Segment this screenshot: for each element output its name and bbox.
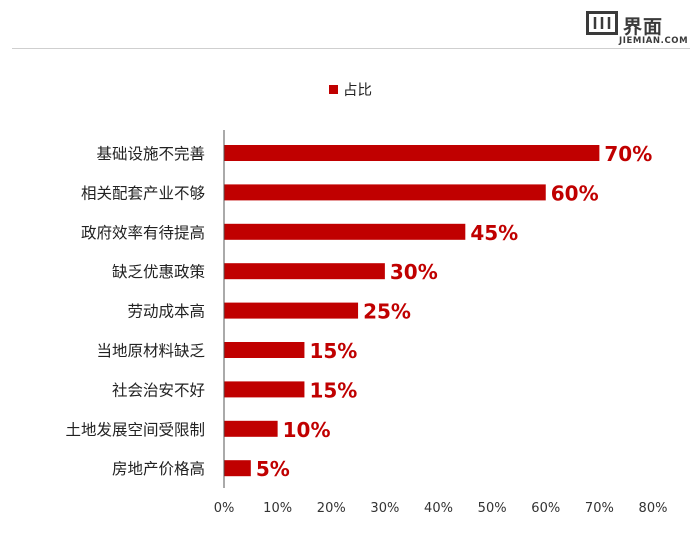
data-label: 60% bbox=[551, 181, 599, 205]
category-label: 缺乏优惠政策 bbox=[112, 263, 205, 281]
bar bbox=[224, 223, 466, 240]
x-tick-label: 50% bbox=[478, 501, 507, 516]
header-divider bbox=[12, 48, 690, 49]
data-label: 5% bbox=[256, 457, 290, 481]
x-tick-label: 40% bbox=[424, 501, 453, 516]
data-label: 70% bbox=[604, 142, 652, 166]
category-label: 当地原材料缺乏 bbox=[96, 342, 205, 360]
category-label: 政府效率有待提高 bbox=[81, 224, 205, 242]
bar bbox=[224, 460, 251, 477]
bar bbox=[224, 381, 305, 398]
data-labels: 70%60%45%30%25%15%15%10%5% bbox=[256, 142, 652, 481]
x-tick-label: 10% bbox=[263, 501, 292, 516]
category-label: 土地发展空间受限制 bbox=[65, 421, 205, 439]
bar bbox=[224, 302, 359, 319]
x-tick-label: 80% bbox=[639, 501, 668, 516]
bar bbox=[224, 145, 600, 161]
category-label: 房地产价格高 bbox=[112, 460, 205, 478]
x-tick-label: 20% bbox=[317, 501, 346, 516]
category-label: 劳动成本高 bbox=[127, 303, 205, 321]
bar bbox=[224, 263, 385, 280]
category-labels: 基础设施不完善相关配套产业不够政府效率有待提高缺乏优惠政策劳动成本高当地原材料缺… bbox=[65, 145, 205, 478]
bar bbox=[224, 420, 278, 437]
logo-chinese-text: 界面 bbox=[623, 16, 664, 38]
x-tick-label: 0% bbox=[214, 501, 235, 516]
legend-label: 占比 bbox=[343, 82, 372, 99]
bar bbox=[224, 184, 546, 201]
data-label: 25% bbox=[363, 300, 411, 324]
x-tick-label: 70% bbox=[585, 501, 614, 516]
legend: 占比 bbox=[329, 82, 372, 99]
category-label: 相关配套产业不够 bbox=[81, 184, 205, 202]
legend-swatch bbox=[329, 85, 338, 94]
x-tick-label: 30% bbox=[370, 501, 399, 516]
bars bbox=[224, 145, 600, 477]
data-label: 15% bbox=[309, 339, 357, 363]
bar bbox=[224, 342, 305, 358]
x-tick-label: 60% bbox=[531, 501, 560, 516]
data-label: 10% bbox=[283, 418, 331, 442]
category-label: 基础设施不完善 bbox=[96, 145, 205, 163]
jiemian-logo: 界面 JIEMIAN.COM bbox=[586, 8, 694, 52]
jiemian-logo-icon bbox=[586, 11, 618, 35]
x-tick-labels: 0% 10% 20% 30% 40% 50% 60% 70% 80% bbox=[214, 501, 668, 516]
data-label: 30% bbox=[390, 260, 438, 284]
category-label: 社会治安不好 bbox=[112, 381, 205, 399]
data-label: 45% bbox=[470, 221, 518, 245]
data-label: 15% bbox=[309, 378, 357, 402]
logo-english-text: JIEMIAN.COM bbox=[619, 36, 689, 46]
